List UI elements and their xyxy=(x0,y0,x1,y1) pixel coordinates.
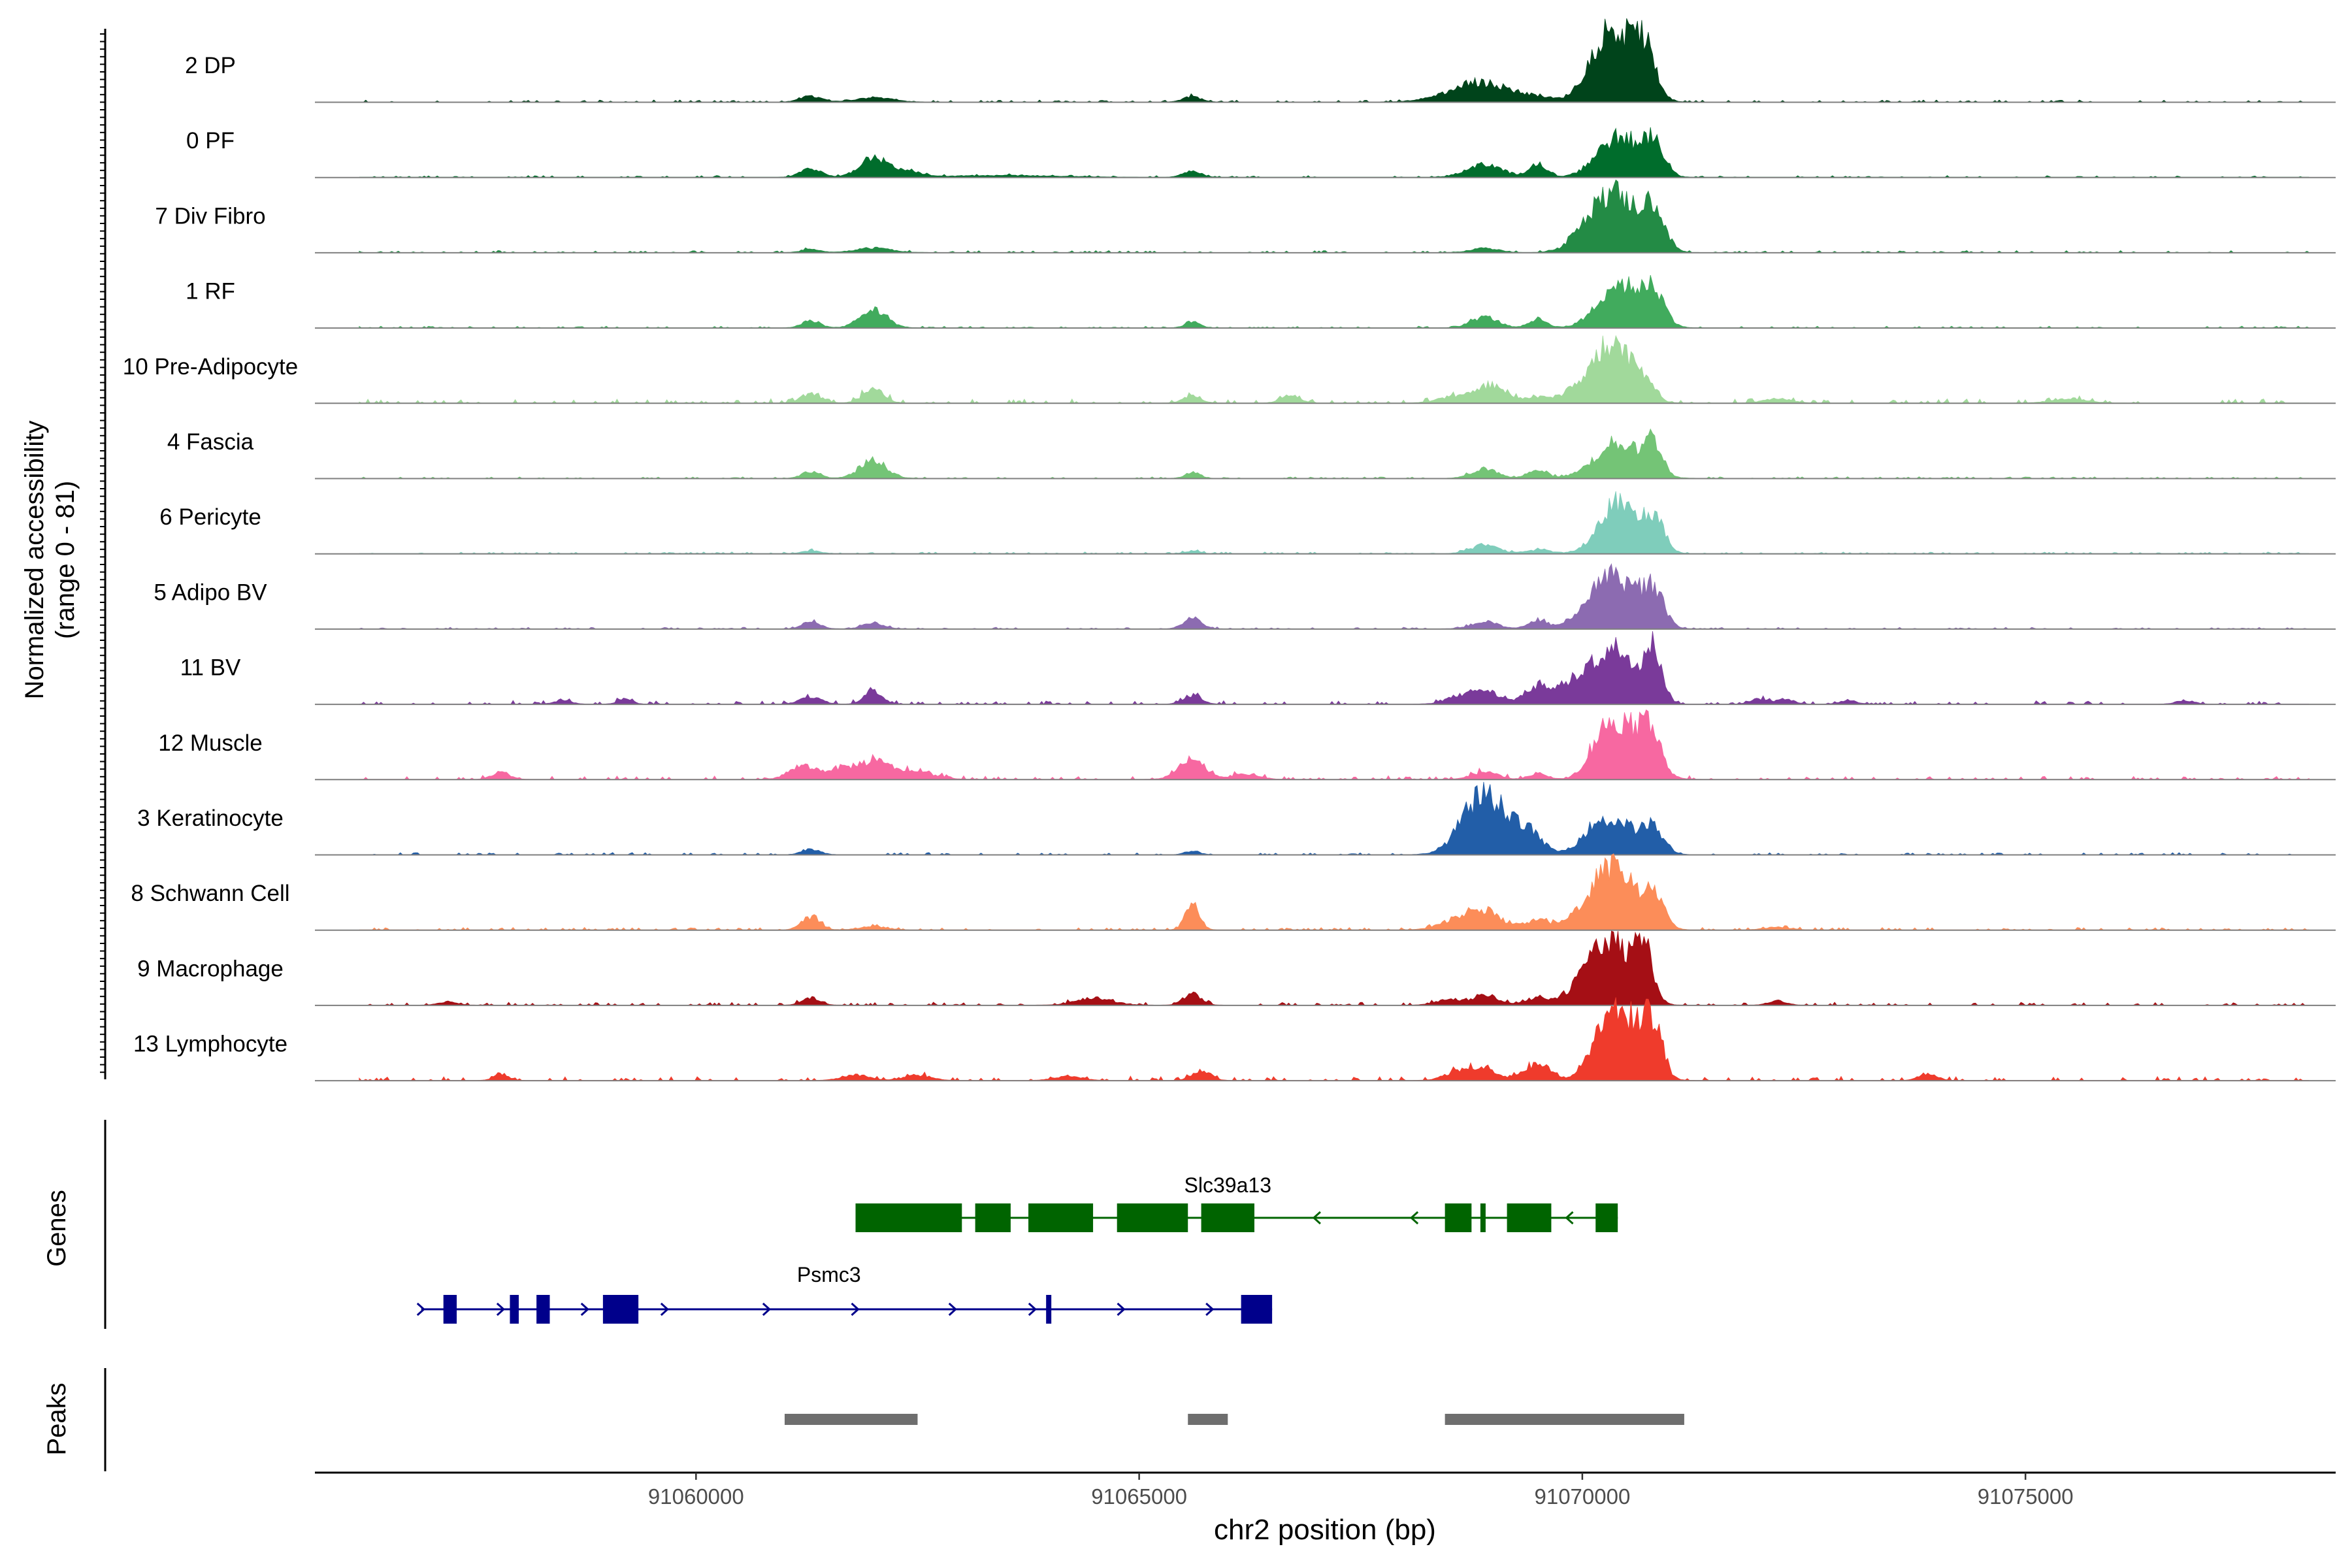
track-label: 11 BV xyxy=(180,655,241,681)
peak-region-bar xyxy=(1188,1414,1228,1425)
gene-exon xyxy=(1445,1203,1472,1232)
peak-region-bar xyxy=(784,1414,918,1425)
track-label: 5 Adipo BV xyxy=(154,580,267,605)
gene-exon xyxy=(510,1295,519,1324)
track-label: 4 Fascia xyxy=(167,429,254,455)
strand-arrow xyxy=(1565,1211,1574,1225)
x-axis-tick-label: 91070000 xyxy=(1534,1484,1630,1509)
x-axis-tick-label: 91065000 xyxy=(1091,1484,1187,1509)
gene-psmc3: Psmc3 xyxy=(416,1263,1273,1324)
gene-exon xyxy=(855,1203,962,1232)
x-axis-tick-label: 91075000 xyxy=(1978,1484,2074,1509)
peak-region-track xyxy=(104,1368,1684,1471)
track-12: 8 Schwann Cell xyxy=(131,853,2336,931)
track-1: 2 DP xyxy=(185,18,2336,103)
track-14: 13 Lymphocyte xyxy=(133,997,2336,1082)
strand-arrow xyxy=(660,1302,670,1316)
x-axis-title: chr2 position (bp) xyxy=(1214,1514,1436,1546)
gene-slc39a13: Slc39a13 xyxy=(855,1173,1618,1232)
gene-exon xyxy=(1241,1295,1273,1324)
gene-exon xyxy=(602,1295,639,1324)
gene-exon xyxy=(1595,1203,1618,1232)
gene-exon xyxy=(1507,1203,1552,1232)
track-2: 0 PF xyxy=(186,127,2336,178)
track-5: 10 Pre-Adipocyte xyxy=(123,335,2336,404)
peak-region-bar xyxy=(1445,1414,1684,1425)
track-label: 12 Muscle xyxy=(158,730,263,756)
gene-name-label: Psmc3 xyxy=(797,1263,861,1286)
track-6: 4 Fascia xyxy=(167,428,2336,480)
track-4: 1 RF xyxy=(186,275,2336,329)
track-label: 2 DP xyxy=(185,53,236,78)
track-label: 8 Schwann Cell xyxy=(131,881,289,906)
strand-arrow xyxy=(948,1302,957,1316)
track-10: 12 Muscle xyxy=(158,709,2336,781)
gene-exon xyxy=(975,1203,1011,1232)
strand-arrow xyxy=(762,1302,772,1316)
x-axis: 91060000 91065000 91070000 91075000 xyxy=(315,1471,2336,1509)
strand-arrow xyxy=(1312,1211,1321,1225)
peaks-track-label: Peaks xyxy=(42,1382,71,1455)
y-axis-range: (range 0 - 81) xyxy=(51,481,80,639)
accessibility-y-axis xyxy=(100,29,106,1079)
gene-annotation-track: Slc39a13 Psmc3 xyxy=(104,1120,1618,1329)
track-13: 9 Macrophage xyxy=(137,930,2336,1006)
track-3: 7 Div Fibro xyxy=(155,179,2336,253)
track-label: 10 Pre-Adipocyte xyxy=(123,354,298,380)
gene-exon xyxy=(536,1295,550,1324)
strand-arrow xyxy=(1409,1211,1419,1225)
genes-track-label: Genes xyxy=(42,1190,71,1267)
track-7: 6 Pericyte xyxy=(159,491,2336,555)
track-label: 7 Div Fibro xyxy=(155,203,265,229)
strand-arrow xyxy=(1117,1302,1126,1316)
x-axis-tick-label: 91060000 xyxy=(648,1484,744,1509)
strand-arrow xyxy=(1028,1302,1037,1316)
track-label: 13 Lymphocyte xyxy=(133,1032,287,1057)
track-label: 9 Macrophage xyxy=(137,956,284,981)
accessibility-tracks: 2 DP 0 PF 7 Div Fibro 1 RF 10 Pre-Adipocyte 4… xyxy=(123,18,2336,1082)
gene-exon xyxy=(1028,1203,1094,1232)
track-label: 6 Pericyte xyxy=(159,504,261,530)
track-8: 5 Adipo BV xyxy=(154,563,2336,630)
gene-exon xyxy=(1117,1203,1188,1232)
strand-arrow xyxy=(416,1302,426,1316)
gene-exon xyxy=(1046,1295,1052,1324)
track-label: 0 PF xyxy=(186,128,235,154)
strand-arrow xyxy=(496,1302,506,1316)
strand-arrow xyxy=(1205,1302,1215,1316)
gene-exon xyxy=(1201,1203,1254,1232)
y-axis-title: Normalized accessibility xyxy=(20,421,49,700)
gene-exon xyxy=(443,1295,457,1324)
track-11: 3 Keratinocyte xyxy=(137,781,2336,856)
gene-exon xyxy=(1480,1203,1486,1232)
track-label: 3 Keratinocyte xyxy=(137,806,284,831)
gene-name-label: Slc39a13 xyxy=(1184,1173,1271,1197)
strand-arrow xyxy=(580,1302,589,1316)
strand-arrow xyxy=(851,1302,860,1316)
track-9: 11 BV xyxy=(180,631,2336,706)
track-label: 1 RF xyxy=(186,279,235,304)
